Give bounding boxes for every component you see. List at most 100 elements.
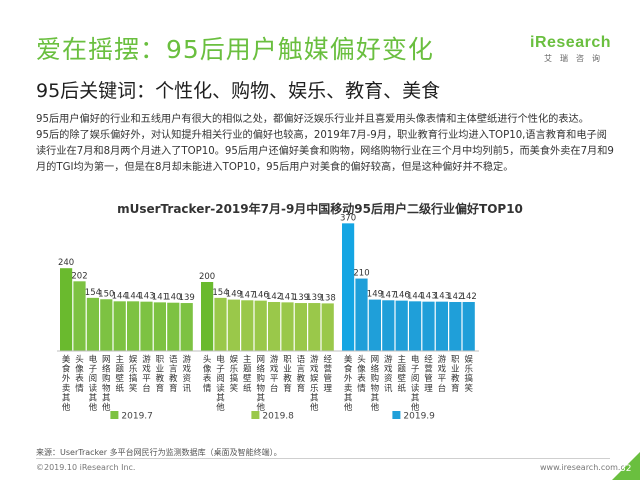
category-label: 游戏娱乐其他	[310, 354, 319, 413]
logo-sub-text: 艾瑞咨询	[544, 54, 608, 63]
page-number: 32	[620, 464, 632, 474]
bar-2019.9-6	[409, 301, 422, 351]
category-label: 娱乐搞笑	[129, 355, 138, 394]
bar-2019.7-3	[86, 297, 99, 351]
footer-divider	[36, 458, 610, 459]
category-label: 电子阅读其他	[411, 354, 420, 413]
category-label: 经营管理	[323, 354, 332, 394]
value-label: 142	[447, 292, 463, 302]
iresearch-logo: iResearch 艾瑞咨询	[530, 34, 620, 64]
value-label: 140	[165, 293, 181, 303]
category-label: 游戏资讯	[182, 354, 191, 394]
bar-2019.8-3	[227, 299, 240, 351]
category-label: 游戏资讯	[384, 354, 393, 394]
value-label: 143	[420, 292, 436, 302]
logo-main-text: iResearch	[530, 34, 611, 51]
value-label: 142	[461, 292, 477, 302]
category-label: 职业教育	[451, 355, 460, 394]
value-label: 143	[434, 292, 450, 302]
legend-swatch-2019.7	[110, 411, 119, 419]
category-label: 网络购物其他	[102, 355, 111, 413]
bar-2019.8-9	[308, 303, 321, 351]
bar-2019.8-10	[321, 303, 334, 351]
category-label: 娱乐搞笑	[230, 355, 239, 394]
bar-2019.9-4	[382, 300, 395, 351]
bar-2019.7-7	[140, 301, 153, 351]
legend-label-2019.8: 2019.8	[262, 412, 294, 422]
value-label: 142	[266, 292, 282, 302]
bar-2019.9-9	[449, 302, 462, 351]
category-label: 游戏平台	[438, 354, 447, 394]
value-label: 149	[226, 290, 242, 300]
category-label: 电子阅读其他	[89, 354, 98, 413]
value-label: 144	[407, 291, 423, 301]
value-label: 202	[71, 271, 87, 281]
category-label: 经营管理	[424, 354, 433, 394]
category-label: 语言教育	[297, 354, 306, 394]
value-label: 200	[199, 272, 215, 282]
bar-2019.8-6	[268, 302, 281, 351]
value-label: 154	[85, 288, 101, 298]
bar-2019.7-8	[153, 302, 166, 351]
page-subtitle: 95后关键词：个性化、购物、娱乐、教育、美食	[36, 80, 441, 102]
bar-2019.7-6	[127, 301, 140, 351]
category-label: 网络购物其他	[256, 355, 265, 413]
value-label: 139	[179, 293, 195, 303]
bar-2019.9-3	[368, 299, 381, 351]
bar-2019.9-1	[342, 223, 355, 351]
category-label: 主题壁纸	[115, 354, 124, 394]
category-label: 美食外卖其他	[62, 354, 71, 413]
body-text: 95后用户偏好的行业和五线用户有很大的相似之处，都偏好泛娱乐行业并且喜爱用头像表…	[36, 112, 616, 176]
value-label: 149	[367, 290, 383, 300]
bar-2019.8-8	[294, 303, 307, 351]
legend-swatch-2019.8	[251, 411, 260, 419]
legend-swatch-2019.9	[392, 411, 401, 419]
category-label: 头像表情	[357, 354, 366, 394]
category-label: 语言教育	[169, 354, 178, 394]
bar-2019.8-7	[281, 302, 294, 351]
legend-label-2019.7: 2019.7	[121, 412, 152, 422]
page-title: 爱在摇摆：95后用户触媒偏好变化	[36, 35, 434, 64]
value-label: 154	[212, 288, 228, 298]
value-label: 370	[340, 213, 356, 223]
bar-2019.7-1	[60, 268, 73, 351]
bar-2019.7-10	[180, 303, 193, 351]
category-label: 游戏平台	[142, 354, 151, 394]
category-label: 头像表情	[203, 354, 212, 394]
value-label: 144	[125, 291, 141, 301]
value-label: 143	[138, 292, 154, 302]
category-label: 主题壁纸	[243, 354, 252, 394]
bar-2019.9-7	[422, 301, 435, 351]
body-paragraph-1: 95后用户偏好的行业和五线用户有很大的相似之处，都偏好泛娱乐行业并且喜爱用头像表…	[36, 114, 589, 125]
category-label: 职业教育	[156, 355, 165, 394]
value-label: 141	[152, 292, 168, 302]
bar-2019.9-8	[435, 301, 448, 351]
bar-2019.9-2	[355, 278, 368, 351]
category-label: 网络购物其他	[371, 355, 380, 413]
value-label: 141	[279, 292, 295, 302]
bar-2019.8-1	[201, 282, 214, 351]
bar-2019.9-10	[462, 302, 475, 351]
copyright-text: ©2019.10 iResearch Inc.	[36, 463, 136, 472]
website-text: www.iresearch.com.cn	[540, 463, 630, 472]
value-label: 146	[394, 291, 410, 301]
category-label: 游戏平台	[270, 354, 279, 394]
category-label: 美食外卖其他	[344, 354, 353, 413]
value-label: 144	[112, 291, 128, 301]
value-label: 139	[306, 293, 322, 303]
value-label: 210	[353, 269, 369, 279]
category-label: 主题壁纸	[397, 354, 406, 394]
bar-2019.7-9	[167, 302, 180, 351]
bar-2019.9-5	[395, 300, 408, 351]
value-label: 138	[320, 293, 336, 303]
bar-2019.8-5	[254, 300, 267, 351]
chart-title: mUserTracker-2019年7月-9月中国移动95后用户二级行业偏好TO…	[117, 202, 523, 216]
value-label: 146	[253, 291, 269, 301]
page-corner-triangle	[612, 452, 640, 480]
category-label: 电子阅读其他	[216, 354, 225, 413]
value-label: 240	[58, 258, 74, 268]
bar-2019.7-5	[113, 301, 126, 351]
source-note: 来源：UserTracker 多平台网民行为监测数据库（桌面及智能终端）。	[36, 448, 282, 457]
bar-2019.7-2	[73, 281, 86, 351]
